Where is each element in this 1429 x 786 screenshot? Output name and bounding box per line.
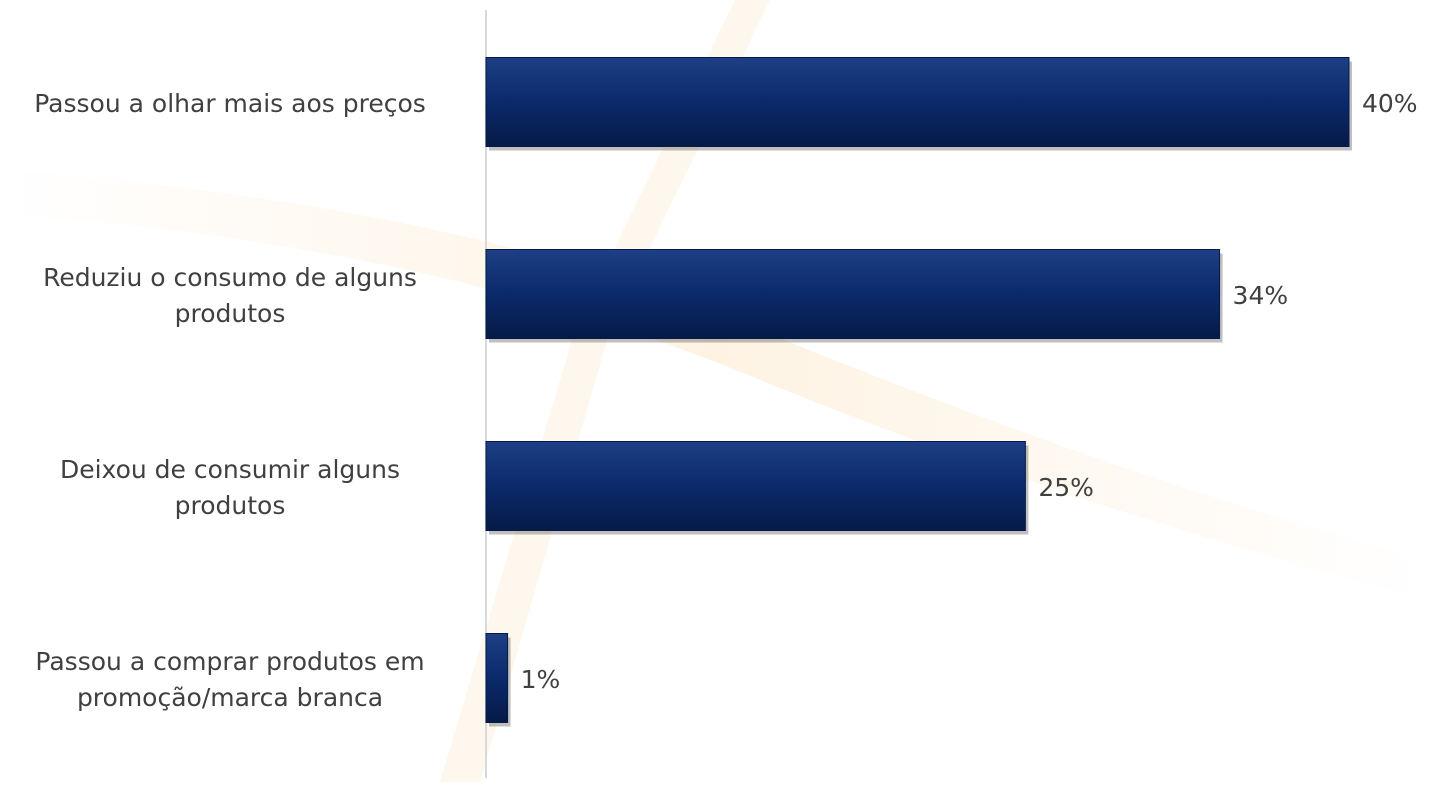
category-label: Reduziu o consumo de alguns produtos	[43, 263, 417, 328]
watermark-streak	[440, 0, 770, 782]
watermark-swoosh	[0, 170, 1429, 600]
bar	[485, 249, 1221, 339]
category-label-line: Reduziu o consumo de alguns	[43, 263, 417, 292]
category-label: Passou a comprar produtos em promoção/mar…	[35, 647, 424, 712]
bar	[485, 57, 1350, 147]
category-label-line: promoção/marca branca	[77, 683, 383, 712]
bar	[485, 633, 509, 723]
data-label: 25%	[1038, 473, 1094, 502]
category-label-line: Deixou de consumir alguns	[60, 455, 400, 484]
category-label-line: Passou a olhar mais aos preços	[34, 89, 426, 118]
data-label: 34%	[1233, 281, 1289, 310]
category-label-line: produtos	[175, 299, 286, 328]
data-label: 1%	[521, 665, 561, 694]
category-label: Deixou de consumir alguns produtos	[60, 455, 400, 520]
data-label: 40%	[1362, 89, 1418, 118]
category-label: Passou a olhar mais aos preços	[34, 89, 426, 118]
category-label-line: Passou a comprar produtos em	[35, 647, 424, 676]
bar	[485, 441, 1026, 531]
category-label-line: produtos	[175, 491, 286, 520]
